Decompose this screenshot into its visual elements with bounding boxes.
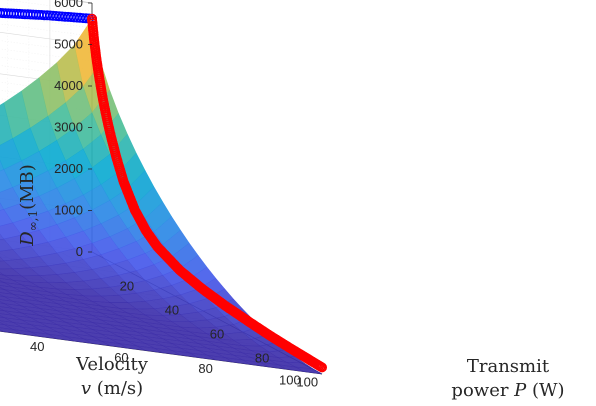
z-tick-label: 2000 bbox=[54, 161, 83, 176]
y-tick-label: 100 bbox=[279, 372, 301, 387]
x-axis-label-line2: v (m/s) bbox=[81, 378, 143, 399]
x-tick-label: 20 bbox=[120, 279, 134, 294]
z-tick-label: 6000 bbox=[54, 0, 83, 10]
y-tick-label: 60 bbox=[114, 350, 128, 365]
tick-labels: 0100020003000400050006000204060801002040… bbox=[30, 0, 318, 389]
x-tick-label: 60 bbox=[210, 327, 224, 342]
z-tick-label: 4000 bbox=[54, 78, 83, 93]
z-tick-label: 5000 bbox=[54, 37, 83, 52]
surface-cell bbox=[0, 329, 5, 332]
series-marker bbox=[316, 362, 327, 373]
x-tick-label: 40 bbox=[165, 303, 179, 318]
y-axis-label-line2: power P (W) bbox=[451, 380, 564, 401]
x-tick-label: 100 bbox=[296, 374, 318, 389]
y-axis-label-line1: Transmit bbox=[467, 356, 550, 377]
z-tick-label: 1000 bbox=[54, 203, 83, 218]
z-axis-label: D∞,1(MB) bbox=[17, 164, 40, 247]
z-tick-label: 3000 bbox=[54, 120, 83, 135]
data-surface bbox=[0, 18, 323, 375]
y-tick-label: 80 bbox=[198, 361, 212, 376]
x-tick-label: 80 bbox=[255, 350, 269, 365]
z-tick-label: 0 bbox=[76, 244, 83, 259]
x-axis-label-line1: Velocity bbox=[75, 354, 149, 375]
y-tick-label: 40 bbox=[30, 339, 44, 354]
series-marker bbox=[0, 7, 5, 18]
red-series bbox=[87, 13, 327, 373]
series-marker bbox=[0, 8, 3, 17]
